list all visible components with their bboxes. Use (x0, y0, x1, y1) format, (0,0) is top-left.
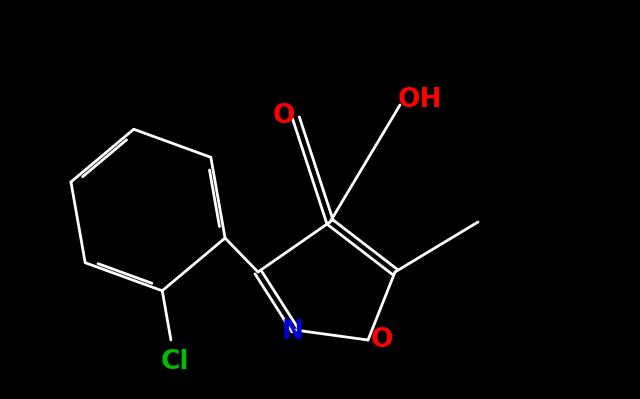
Text: O: O (371, 327, 393, 353)
Text: N: N (282, 319, 304, 345)
Text: Cl: Cl (161, 349, 189, 375)
Text: OH: OH (397, 87, 442, 113)
Text: O: O (273, 103, 295, 129)
